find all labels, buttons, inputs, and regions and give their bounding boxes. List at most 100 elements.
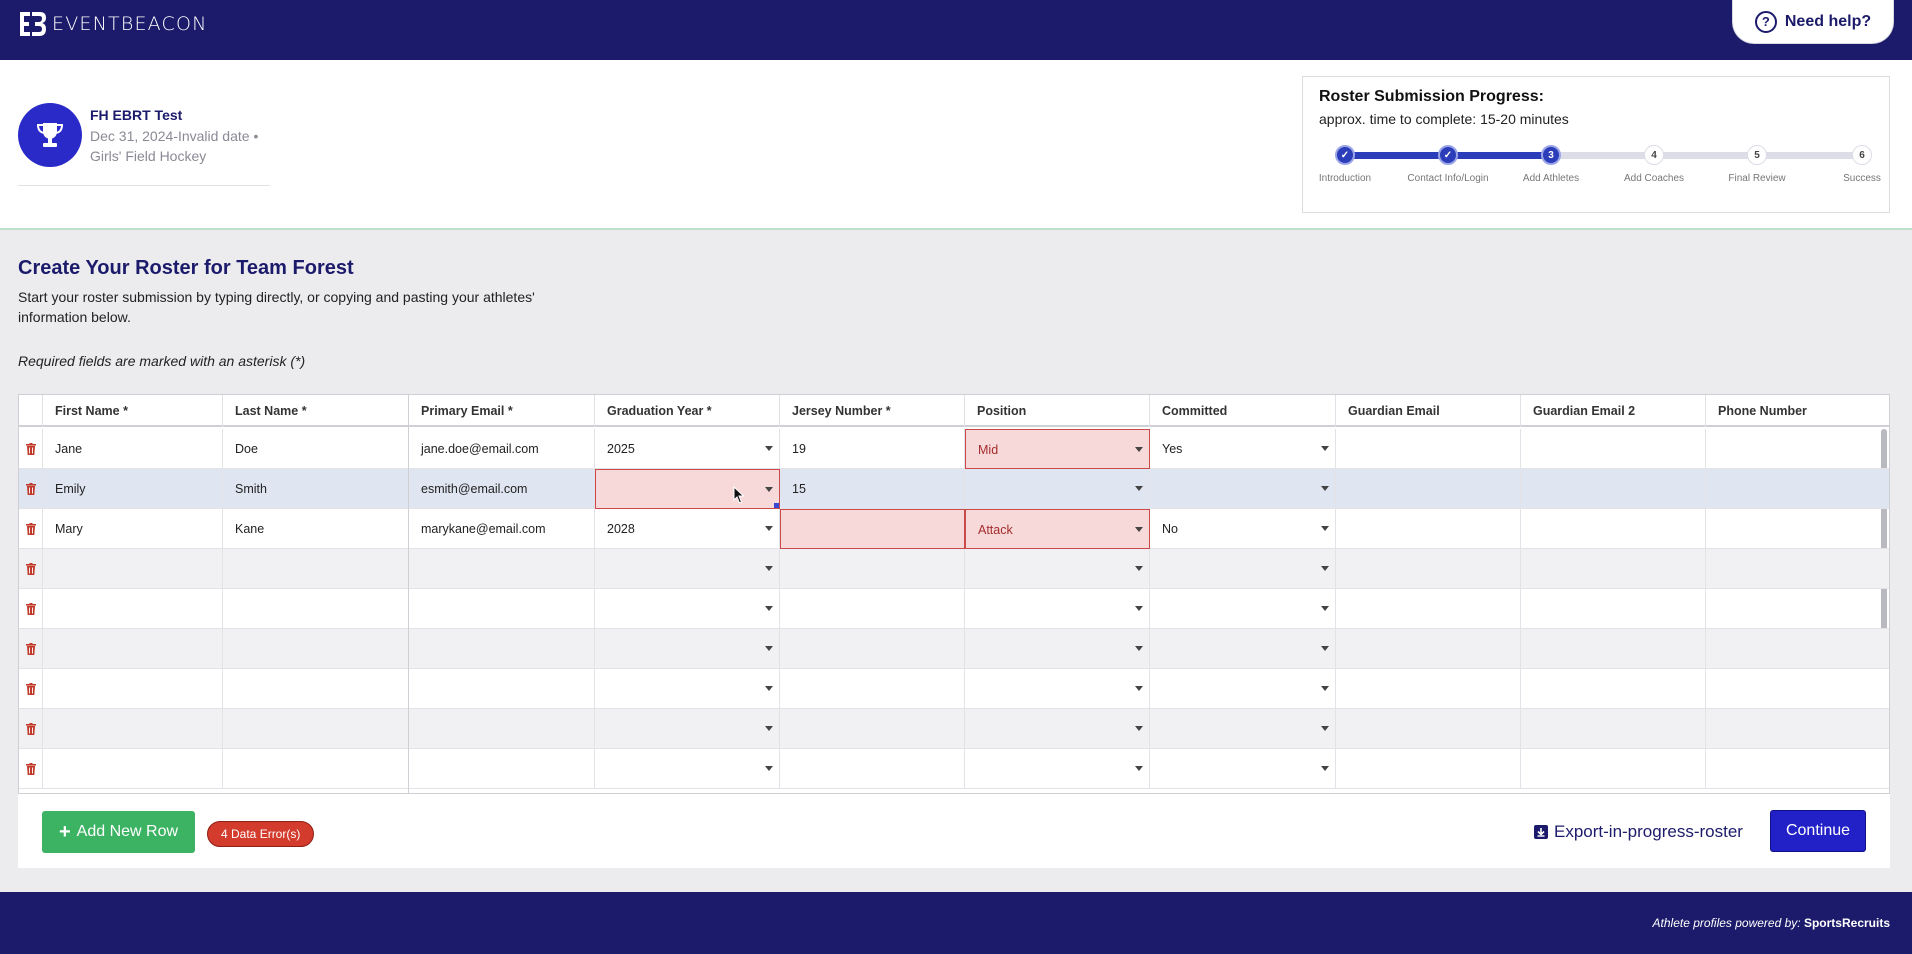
grid-cell[interactable] — [1150, 709, 1336, 749]
grid-cell[interactable]: 15 — [780, 469, 965, 509]
grid-cell[interactable] — [595, 589, 780, 629]
dropdown-caret-icon[interactable] — [1321, 686, 1329, 691]
need-help-button[interactable]: ? Need help? — [1732, 0, 1894, 44]
column-header[interactable]: Graduation Year * — [595, 395, 780, 427]
grid-cell[interactable] — [409, 549, 595, 589]
delete-row-button[interactable] — [19, 749, 43, 789]
delete-row-button[interactable] — [19, 469, 43, 509]
grid-cell[interactable] — [1336, 429, 1521, 469]
delete-row-button[interactable] — [19, 669, 43, 709]
grid-cell[interactable] — [780, 749, 965, 789]
dropdown-caret-icon[interactable] — [765, 446, 773, 451]
add-new-row-button[interactable]: + Add New Row — [42, 811, 195, 853]
dropdown-caret-icon[interactable] — [1135, 486, 1143, 491]
grid-cell[interactable] — [1706, 549, 1889, 589]
dropdown-caret-icon[interactable] — [1135, 527, 1143, 532]
export-roster-link[interactable]: Export-in-progress-roster — [1534, 821, 1743, 843]
grid-cell[interactable] — [1521, 429, 1706, 469]
dropdown-caret-icon[interactable] — [765, 566, 773, 571]
eventbeacon-logo[interactable]: EVENTBEACON — [18, 10, 208, 38]
grid-cell[interactable] — [409, 629, 595, 669]
grid-cell[interactable] — [965, 709, 1150, 749]
grid-cell[interactable] — [965, 669, 1150, 709]
dropdown-caret-icon[interactable] — [1135, 726, 1143, 731]
grid-cell[interactable] — [965, 629, 1150, 669]
dropdown-caret-icon[interactable] — [1321, 526, 1329, 531]
column-header[interactable]: Guardian Email 2 — [1521, 395, 1706, 427]
grid-cell[interactable] — [1336, 749, 1521, 789]
dropdown-caret-icon[interactable] — [1321, 606, 1329, 611]
grid-cell[interactable] — [1521, 629, 1706, 669]
dropdown-caret-icon[interactable] — [1135, 686, 1143, 691]
dropdown-caret-icon[interactable] — [765, 606, 773, 611]
dropdown-caret-icon[interactable] — [1135, 606, 1143, 611]
dropdown-caret-icon[interactable] — [1321, 486, 1329, 491]
grid-cell[interactable] — [1336, 549, 1521, 589]
column-header[interactable]: First Name * — [43, 395, 223, 427]
grid-cell[interactable] — [1150, 629, 1336, 669]
grid-cell[interactable] — [1336, 589, 1521, 629]
grid-cell[interactable] — [43, 669, 223, 709]
grid-cell[interactable] — [1150, 669, 1336, 709]
delete-row-button[interactable] — [19, 589, 43, 629]
grid-cell[interactable] — [780, 629, 965, 669]
grid-cell[interactable] — [43, 709, 223, 749]
grid-cell[interactable]: Doe — [223, 429, 409, 469]
grid-cell[interactable]: Mary — [43, 509, 223, 549]
grid-cell[interactable] — [1336, 469, 1521, 509]
dropdown-caret-icon[interactable] — [765, 726, 773, 731]
delete-row-button[interactable] — [19, 429, 43, 469]
grid-cell[interactable] — [1521, 509, 1706, 549]
grid-cell[interactable] — [223, 709, 409, 749]
dropdown-caret-icon[interactable] — [1135, 566, 1143, 571]
column-header[interactable]: Jersey Number * — [780, 395, 965, 427]
grid-cell[interactable] — [1706, 429, 1889, 469]
grid-cell[interactable] — [409, 669, 595, 709]
grid-cell[interactable] — [409, 749, 595, 789]
grid-cell[interactable]: Smith — [223, 469, 409, 509]
grid-cell[interactable] — [223, 549, 409, 589]
dropdown-caret-icon[interactable] — [1135, 766, 1143, 771]
fill-handle[interactable] — [774, 503, 779, 508]
column-header[interactable]: Phone Number — [1706, 395, 1889, 427]
grid-cell[interactable] — [1706, 749, 1889, 789]
grid-cell[interactable] — [595, 749, 780, 789]
grid-cell[interactable]: No — [1150, 509, 1336, 549]
grid-cell[interactable] — [1706, 709, 1889, 749]
dropdown-caret-icon[interactable] — [765, 686, 773, 691]
grid-cell[interactable] — [223, 749, 409, 789]
roster-grid[interactable]: First Name * Last Name * Primary Email * Gr… — [18, 394, 1890, 794]
delete-row-button[interactable] — [19, 709, 43, 749]
dropdown-caret-icon[interactable] — [1321, 566, 1329, 571]
grid-cell[interactable] — [223, 669, 409, 709]
grid-cell[interactable] — [1521, 549, 1706, 589]
grid-cell[interactable] — [595, 469, 780, 509]
grid-cell[interactable] — [1521, 469, 1706, 509]
grid-cell[interactable] — [595, 549, 780, 589]
column-header[interactable]: Guardian Email — [1336, 395, 1521, 427]
grid-cell[interactable] — [965, 749, 1150, 789]
grid-cell[interactable] — [1521, 749, 1706, 789]
grid-cell[interactable] — [1706, 469, 1889, 509]
grid-cell[interactable] — [965, 549, 1150, 589]
grid-cell[interactable] — [1150, 469, 1336, 509]
grid-cell[interactable] — [780, 509, 965, 549]
grid-cell[interactable] — [1521, 709, 1706, 749]
dropdown-caret-icon[interactable] — [765, 487, 773, 492]
grid-cell[interactable] — [1521, 669, 1706, 709]
grid-cell[interactable] — [780, 709, 965, 749]
grid-cell[interactable] — [595, 669, 780, 709]
dropdown-caret-icon[interactable] — [1321, 766, 1329, 771]
dropdown-caret-icon[interactable] — [765, 526, 773, 531]
grid-cell[interactable] — [595, 629, 780, 669]
dropdown-caret-icon[interactable] — [1135, 646, 1143, 651]
dropdown-caret-icon[interactable] — [1135, 447, 1143, 452]
grid-cell[interactable]: esmith@email.com — [409, 469, 595, 509]
dropdown-caret-icon[interactable] — [1321, 726, 1329, 731]
grid-cell[interactable]: Emily — [43, 469, 223, 509]
grid-cell[interactable] — [43, 589, 223, 629]
column-header[interactable]: Last Name * — [223, 395, 409, 427]
grid-cell[interactable] — [965, 589, 1150, 629]
grid-cell[interactable]: Yes — [1150, 429, 1336, 469]
grid-cell[interactable] — [1150, 589, 1336, 629]
